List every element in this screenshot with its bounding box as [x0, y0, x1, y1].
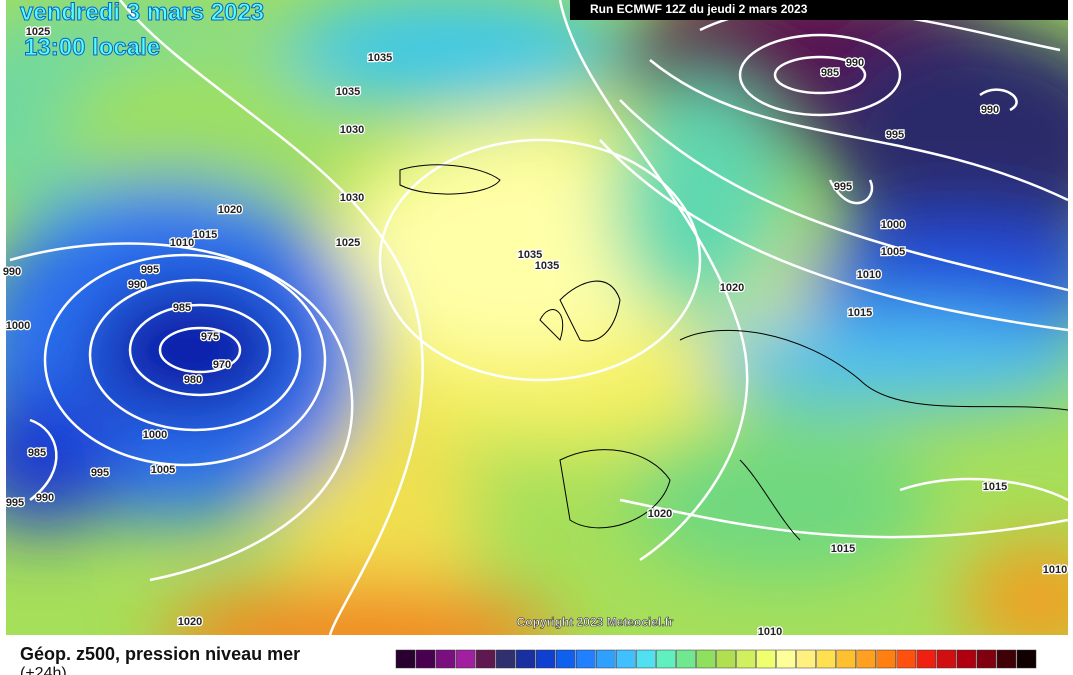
map-date: vendredi 3 mars 2023 — [20, 0, 264, 26]
color-swatch — [576, 649, 596, 669]
isobar-label: 975 — [201, 331, 219, 343]
isobar-label: 995 — [141, 264, 159, 276]
color-swatch — [656, 649, 676, 669]
isobar-label: 1015 — [983, 481, 1007, 493]
isobar-label: 1015 — [831, 543, 855, 555]
isobar-label: 995 — [91, 467, 109, 479]
isobar-label: 990 — [128, 279, 146, 291]
isobar-label: 990 — [36, 492, 54, 504]
isobar-label: 1005 — [151, 464, 175, 476]
isobar-label: 995 — [886, 129, 904, 141]
color-swatch — [876, 649, 897, 669]
color-swatch — [395, 649, 416, 669]
isobar-label: 1035 — [535, 260, 559, 272]
color-swatch — [756, 649, 776, 669]
isobar-label: 1020 — [648, 508, 672, 520]
isobar-label: 990 — [3, 266, 21, 278]
color-swatch — [455, 649, 476, 669]
isobar-label: 990 — [846, 57, 864, 69]
isobar-label: 1000 — [6, 320, 30, 332]
color-swatch — [996, 649, 1017, 669]
isobar-label: 1025 — [26, 26, 50, 38]
isobar-label: 985 — [821, 67, 839, 79]
color-scale — [395, 649, 1037, 669]
isobar-label: 1035 — [336, 86, 360, 98]
legend-subtitle: (+24h) — [20, 665, 67, 675]
isobar-label: 1030 — [340, 192, 364, 204]
color-swatch — [556, 649, 576, 669]
isobars — [9, 0, 1068, 635]
color-swatch — [415, 649, 436, 669]
color-swatch — [736, 649, 756, 669]
isobar-label: 1000 — [881, 219, 905, 231]
color-swatch — [696, 649, 716, 669]
isobar-label: 1010 — [857, 269, 881, 281]
isobar-label: 1010 — [758, 626, 782, 638]
color-swatch — [836, 649, 856, 669]
isobar-label: 1005 — [881, 246, 905, 258]
map-time: 13:00 locale — [24, 34, 160, 61]
color-swatch — [716, 649, 736, 669]
color-swatch — [596, 649, 616, 669]
color-swatch — [956, 649, 977, 669]
color-swatch — [816, 649, 836, 669]
color-swatch — [535, 649, 556, 669]
isobar-label: 1015 — [848, 307, 872, 319]
isobar-label: 1035 — [368, 52, 392, 64]
color-swatch — [916, 649, 937, 669]
run-banner — [570, 0, 1068, 20]
color-swatch — [936, 649, 957, 669]
isobar-label: 1000 — [143, 429, 167, 441]
isobar-label: 980 — [184, 374, 202, 386]
isobar-label: 990 — [981, 104, 999, 116]
color-swatch — [1016, 649, 1037, 669]
isobar-label: 985 — [28, 447, 46, 459]
color-swatch — [856, 649, 876, 669]
isobar-label: 985 — [173, 302, 191, 314]
isobar-label: 970 — [213, 359, 231, 371]
isobar-label: 1035 — [518, 249, 542, 261]
isobar-label: 1010 — [170, 237, 194, 249]
color-swatch — [495, 649, 516, 669]
isobar-label: 1030 — [340, 124, 364, 136]
color-swatch — [636, 649, 656, 669]
isobar-label: 1020 — [178, 616, 202, 628]
isobar-label: 1020 — [720, 282, 744, 294]
isobar-label: 995 — [6, 497, 24, 509]
isobar-label: 1020 — [218, 204, 242, 216]
color-swatch — [515, 649, 536, 669]
color-swatch — [435, 649, 456, 669]
copyright: Copyright 2023 Meteociel.fr — [517, 615, 674, 629]
isobar-label: 1015 — [193, 229, 217, 241]
isobar-label: 995 — [834, 181, 852, 193]
coastlines — [399, 164, 1068, 541]
color-swatch — [475, 649, 496, 669]
color-swatch — [796, 649, 816, 669]
color-swatch — [896, 649, 917, 669]
legend-title: Géop. z500, pression niveau mer — [20, 644, 300, 664]
isobar-labels: 1025103510351030102010151010103010259959… — [2, 25, 1069, 640]
color-swatch — [676, 649, 696, 669]
color-swatch — [616, 649, 636, 669]
isobar-label: 1025 — [336, 237, 360, 249]
run-info: Run ECMWF 12Z du jeudi 2 mars 2023 — [590, 2, 808, 16]
isobar-label: 1010 — [1043, 564, 1067, 576]
color-swatch — [776, 649, 796, 669]
color-swatch — [976, 649, 997, 669]
